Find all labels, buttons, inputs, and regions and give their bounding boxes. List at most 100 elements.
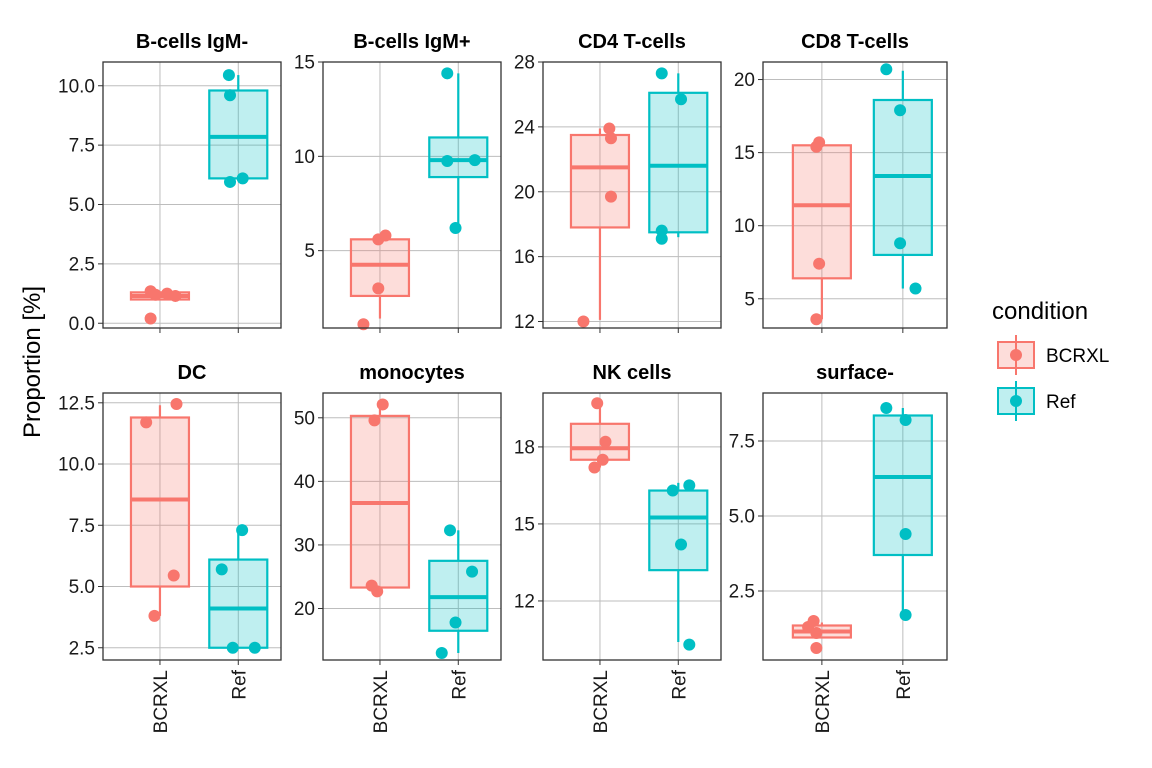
panel-nk-cells: NK cells 12 15 18 <box>514 362 722 665</box>
data-point <box>149 288 162 301</box>
data-point <box>224 89 237 102</box>
x-tick-label: BCRXL <box>813 670 834 733</box>
panel-cd8-t-cells: CD8 T-cells 5 10 15 20 <box>734 31 948 333</box>
y-tick-label: 20 <box>514 182 535 203</box>
y-tick-label: 0.0 <box>69 314 95 335</box>
y-tick-label: 7.5 <box>69 516 95 537</box>
data-point <box>604 190 617 203</box>
grid-lines <box>103 62 281 328</box>
box-iqr <box>648 489 709 572</box>
box-iqr <box>648 91 709 234</box>
data-point <box>683 479 696 492</box>
panel-dc: DC 2.5 5.0 7.5 10.0 12.5 <box>58 362 282 665</box>
data-point <box>810 642 823 654</box>
data-point <box>357 318 370 331</box>
data-point <box>894 104 907 117</box>
box-bcrxl <box>349 229 411 331</box>
data-point <box>449 222 462 235</box>
data-point <box>169 289 182 302</box>
box-iqr <box>208 89 269 180</box>
data-point <box>813 257 826 270</box>
x-tick-label: Ref <box>229 669 250 699</box>
y-tick-label: 16 <box>514 247 535 268</box>
legend-label: BCRXL <box>1046 346 1109 367</box>
y-tick-label: 5 <box>744 289 755 310</box>
panel-title: CD8 T-cells <box>801 31 909 53</box>
grid-lines <box>763 393 947 660</box>
data-point <box>222 69 235 82</box>
data-point <box>599 435 612 448</box>
data-point <box>675 93 688 106</box>
data-point <box>899 609 912 621</box>
y-tick-label: 20 <box>294 599 315 620</box>
panel-surface: surface- 2.5 5.0 7.5 <box>729 362 948 665</box>
data-point <box>591 397 604 410</box>
y-tick-label: 10.0 <box>58 76 95 97</box>
y-tick-label: 5.0 <box>729 507 755 528</box>
data-point <box>577 315 590 328</box>
data-point <box>813 136 826 149</box>
panel-title: NK cells <box>593 362 672 384</box>
panel-border <box>542 61 722 329</box>
panel-b-cells-igm: B-cells IgM- 0.0 2.5 5.0 7.5 10.0 <box>58 31 282 335</box>
data-point <box>226 641 239 654</box>
y-tick-label: 10 <box>294 147 315 168</box>
y-tick-label: 12.5 <box>58 393 95 414</box>
box-iqr <box>129 416 191 588</box>
y-tick-label: 10.0 <box>58 455 95 476</box>
legend-entry-ref: Ref <box>997 381 1076 421</box>
y-tick-label: 40 <box>294 472 315 493</box>
facet-panels: B-cells IgM- 0.0 2.5 5.0 7.5 10.0 B-cells IgM+… <box>58 31 948 665</box>
data-point <box>588 461 601 474</box>
y-tick-label: 5 <box>304 241 315 262</box>
panel-title: monocytes <box>359 362 465 384</box>
y-tick-label: 7.5 <box>69 136 95 157</box>
legend-entry-bcrxl: BCRXL <box>997 335 1109 375</box>
panel-border <box>102 61 282 329</box>
data-point <box>596 453 609 466</box>
box-ref <box>428 67 489 235</box>
x-tick-label: Ref <box>669 669 690 699</box>
box-ref <box>208 524 269 654</box>
data-point <box>880 63 893 76</box>
box-bcrxl <box>569 122 631 328</box>
data-point <box>144 312 157 325</box>
x-axis-tick-labels: BCRXL Ref BCRXL Ref BCRXL Ref BCRXL Ref <box>151 669 915 733</box>
y-tick-label: 2.5 <box>729 582 755 603</box>
box-bcrxl <box>349 398 411 598</box>
data-point <box>371 585 384 598</box>
data-point <box>683 638 696 651</box>
box-iqr <box>569 133 631 229</box>
data-point <box>675 538 688 551</box>
legend-key-point <box>1010 349 1022 361</box>
data-point <box>140 416 153 429</box>
data-point <box>449 616 462 629</box>
y-axis-title: Proportion [%] <box>19 286 46 438</box>
data-point <box>880 402 893 414</box>
panel-border <box>322 392 502 661</box>
y-tick-label: 12 <box>514 591 535 612</box>
box-ref <box>208 69 269 188</box>
data-point <box>435 647 448 660</box>
legend-title: condition <box>992 298 1088 325</box>
data-point <box>899 414 912 426</box>
y-tick-label: 7.5 <box>729 432 755 453</box>
data-point <box>444 524 457 537</box>
panel-title: B-cells IgM+ <box>353 31 470 53</box>
data-point <box>170 398 183 411</box>
y-tick-label: 30 <box>294 535 315 556</box>
box-ref <box>648 479 709 651</box>
data-point <box>376 398 389 411</box>
y-tick-label: 18 <box>514 437 535 458</box>
box-iqr <box>791 144 852 280</box>
x-tick-label: BCRXL <box>591 670 612 733</box>
x-tick-label: BCRXL <box>371 670 392 733</box>
panel-border <box>762 392 948 661</box>
data-point <box>441 67 454 80</box>
data-point <box>603 122 616 135</box>
panel-border <box>542 392 722 661</box>
data-point <box>810 627 823 639</box>
data-point <box>248 641 261 654</box>
x-tick-label: Ref <box>449 669 470 699</box>
